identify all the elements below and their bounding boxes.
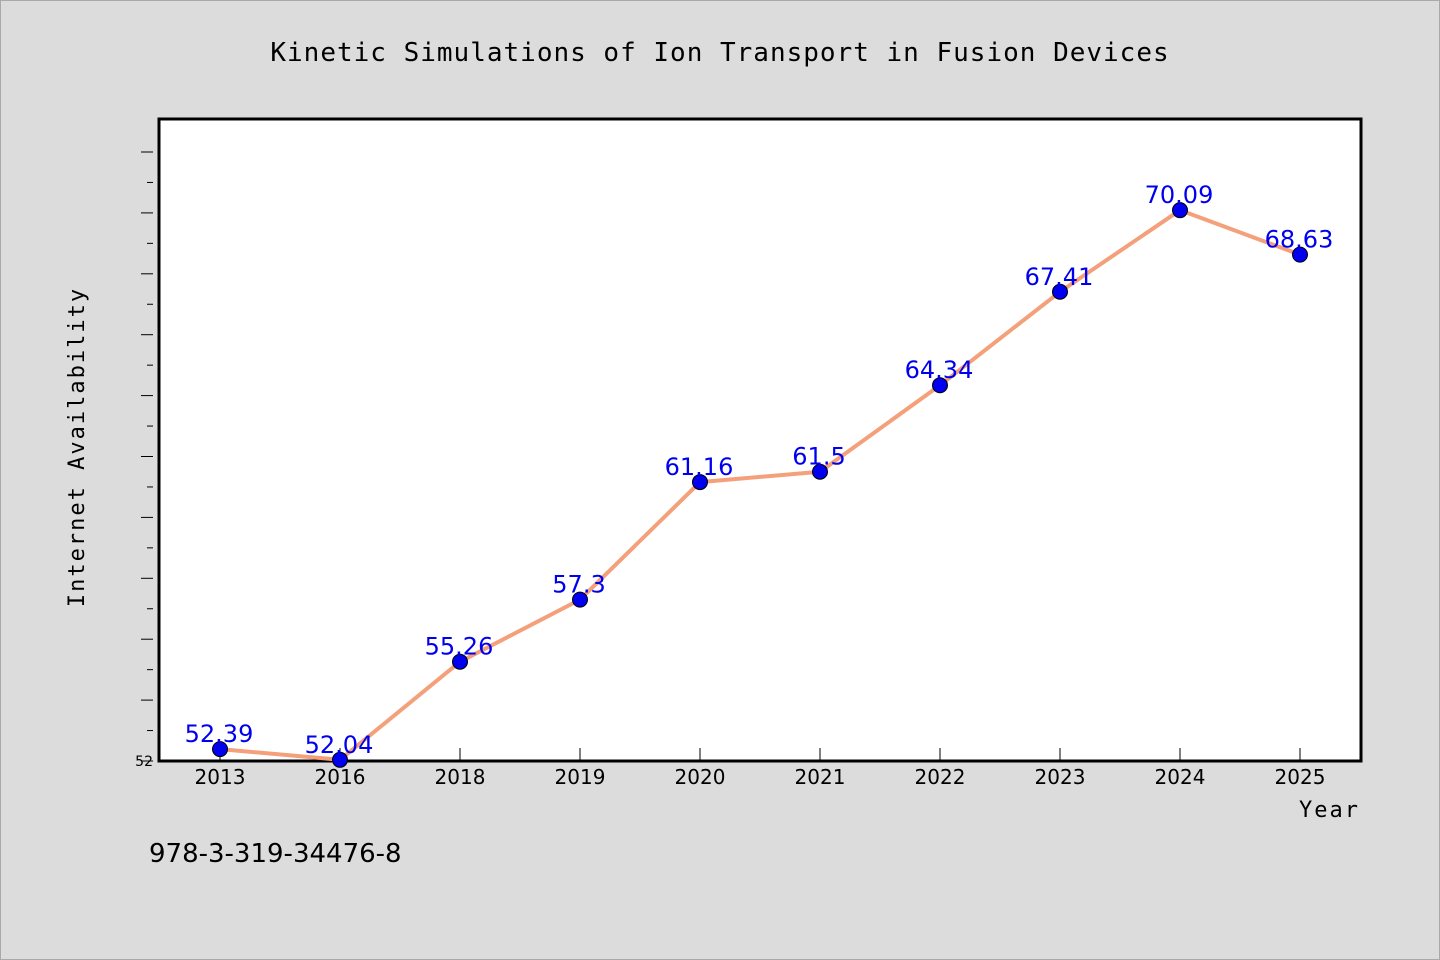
chart-title: Kinetic Simulations of Ion Transport in … bbox=[270, 38, 1169, 68]
y-axis-label: Internet Availability bbox=[65, 287, 90, 607]
x-tick-label: 2022 bbox=[915, 765, 966, 789]
x-tick-label: 2023 bbox=[1035, 765, 1086, 789]
x-tick-label: 2019 bbox=[555, 765, 606, 789]
x-tick-label: 2016 bbox=[315, 765, 366, 789]
data-label: 52.39 bbox=[185, 720, 254, 748]
data-point bbox=[812, 463, 828, 480]
x-tick-label: 2020 bbox=[675, 765, 726, 789]
isbn-caption: 978-3-319-34476-8 bbox=[149, 839, 402, 869]
y-axis-ticks: 52 bbox=[135, 151, 153, 770]
x-tick-label: 2018 bbox=[435, 765, 486, 789]
data-label: 61.5 bbox=[792, 443, 845, 471]
data-point bbox=[572, 591, 588, 608]
x-axis-label: Year bbox=[1299, 798, 1360, 823]
data-label: 55.26 bbox=[425, 633, 494, 661]
data-label: 70.09 bbox=[1145, 181, 1214, 209]
data-label: 67.41 bbox=[1025, 263, 1094, 291]
data-point bbox=[1052, 283, 1068, 300]
data-label: 52.04 bbox=[305, 731, 374, 759]
data-labels: 52.39 52.04 55.26 57.3 61.16 61.5 64.34 67.41 70… bbox=[185, 181, 1334, 759]
series-markers bbox=[212, 202, 1308, 768]
data-point bbox=[332, 751, 348, 768]
data-point bbox=[212, 741, 228, 758]
data-label: 68.63 bbox=[1265, 226, 1334, 254]
x-tick-label: 2021 bbox=[795, 765, 846, 789]
x-axis-ticks: 2013 2016 2018 2019 2020 2021 2022 2023 2024 2025 bbox=[195, 748, 1326, 789]
data-label: 61.16 bbox=[665, 453, 734, 481]
series-line bbox=[219, 208, 1301, 762]
data-point bbox=[452, 653, 468, 670]
data-point bbox=[1292, 246, 1308, 263]
data-point bbox=[932, 377, 948, 394]
data-label: 64.34 bbox=[905, 356, 974, 384]
x-tick-label: 2024 bbox=[1155, 765, 1206, 789]
data-point bbox=[1172, 202, 1188, 219]
y-tick-label: 52 bbox=[135, 754, 153, 770]
plot-area bbox=[157, 117, 1363, 763]
data-label: 57.3 bbox=[552, 571, 605, 599]
data-point bbox=[692, 474, 708, 491]
x-tick-label: 2025 bbox=[1275, 765, 1326, 789]
x-tick-label: 2013 bbox=[195, 765, 246, 789]
